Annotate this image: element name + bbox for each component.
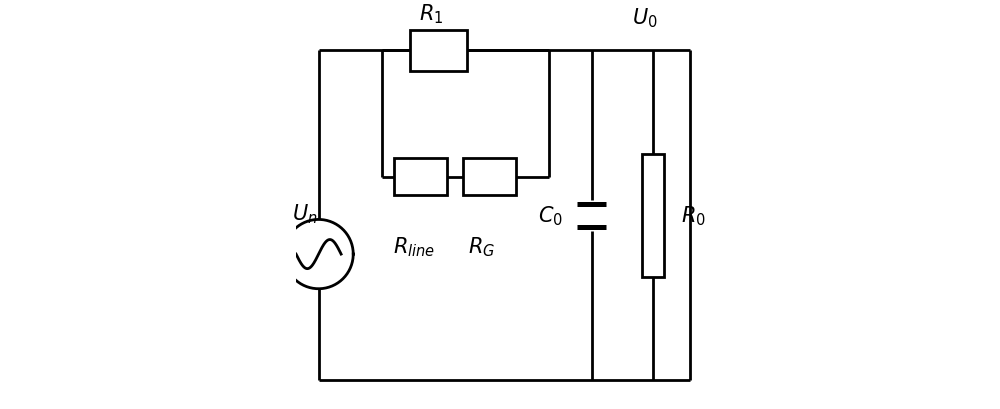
Text: $R_G$: $R_G$	[468, 234, 495, 258]
Text: $U_n$: $U_n$	[292, 202, 317, 226]
Bar	[410, 31, 467, 72]
Text: $C_0$: $C_0$	[538, 204, 563, 227]
Text: $R_{line}$: $R_{line}$	[393, 234, 436, 258]
Text: $R_1$: $R_1$	[419, 3, 443, 26]
Text: $U_0$: $U_0$	[632, 7, 658, 30]
Text: $R_0$: $R_0$	[681, 204, 706, 227]
Bar	[463, 159, 516, 196]
Bar	[642, 155, 664, 277]
Bar	[394, 159, 447, 196]
